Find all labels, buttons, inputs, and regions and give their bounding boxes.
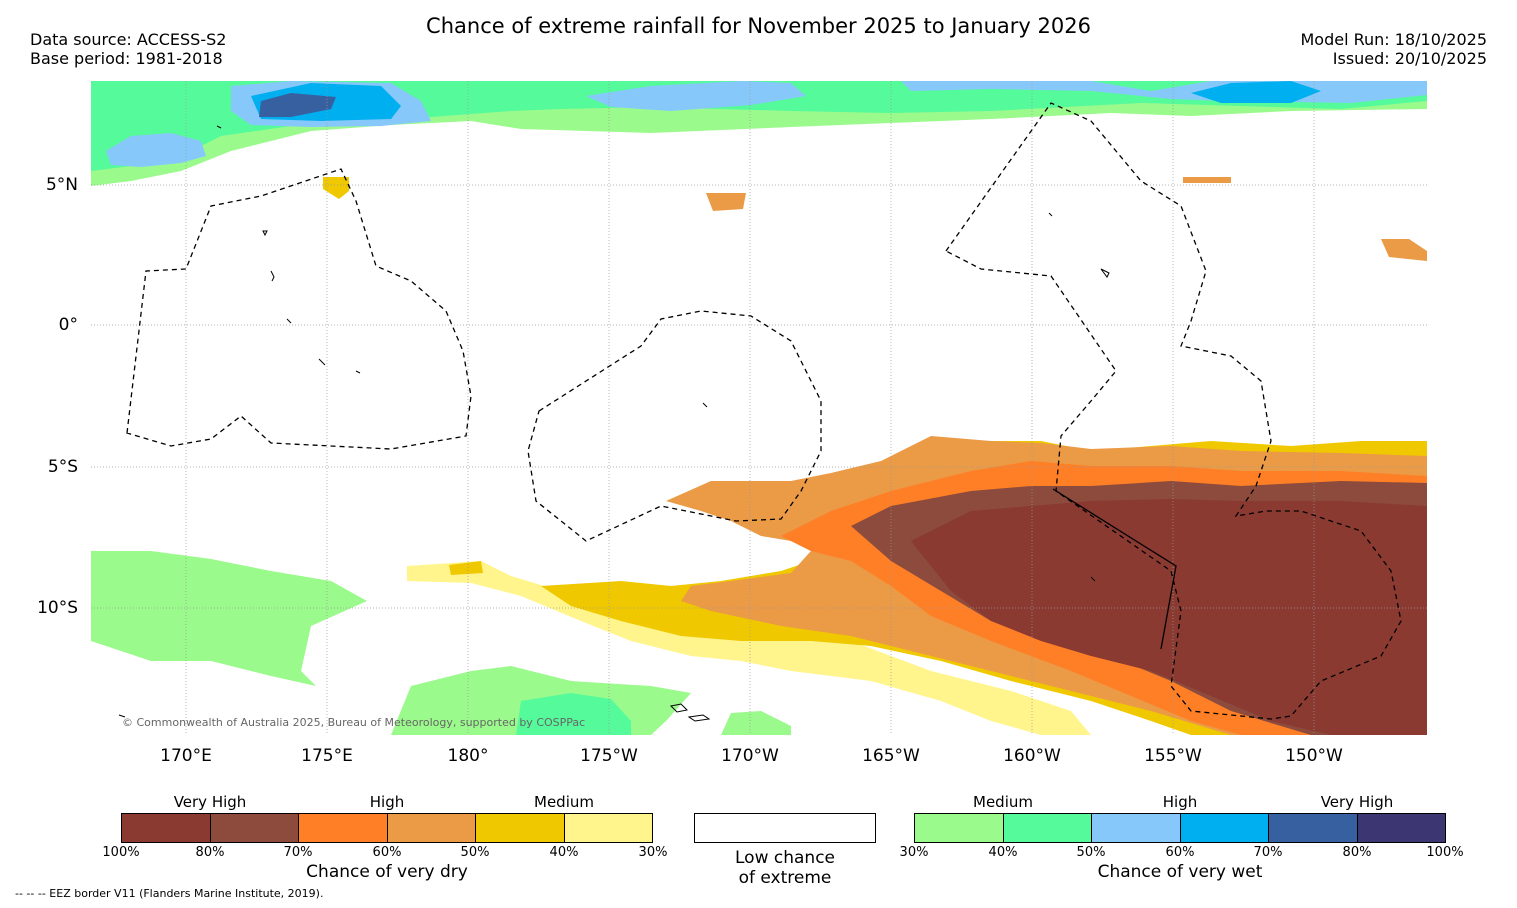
lon-label-175e: 175°E bbox=[301, 746, 353, 766]
solid-border bbox=[1052, 488, 1177, 650]
islands bbox=[118, 125, 1110, 722]
wet-swatch-70-80 bbox=[1269, 814, 1358, 842]
dry-tick-70: 70% bbox=[283, 845, 313, 860]
lat-label-10s: 10°S bbox=[37, 598, 78, 618]
lon-label-150w: 150°W bbox=[1285, 746, 1343, 766]
dry-category-high: High bbox=[369, 793, 405, 811]
wet-patch-north-4 bbox=[586, 81, 806, 111]
lon-label-155w: 155°W bbox=[1144, 746, 1202, 766]
map-credit: © Commonwealth of Australia 2025, Bureau… bbox=[122, 716, 586, 729]
eez-borders bbox=[126, 102, 1402, 720]
dry-swatch-100-80 bbox=[122, 814, 211, 842]
dry-patch-3 bbox=[1381, 239, 1427, 261]
low-chance-line2: of extreme bbox=[738, 868, 832, 888]
dry-patch-2 bbox=[323, 177, 349, 199]
dry-tick-40: 40% bbox=[549, 845, 579, 860]
dry-category-medium: Medium bbox=[534, 793, 594, 811]
issued-text: Issued: 20/10/2025 bbox=[1332, 49, 1487, 68]
low-chance-swatch bbox=[694, 813, 876, 843]
dry-tick-50: 50% bbox=[460, 845, 490, 860]
data-source-text: Data source: ACCESS-S2 bbox=[30, 30, 227, 49]
lon-label-170e: 170°E bbox=[160, 746, 212, 766]
dry-colorbar bbox=[121, 813, 653, 843]
eez-footnote: -- -- -- EEZ border V11 (Flanders Marine… bbox=[15, 887, 324, 900]
wet-swatch-80-100 bbox=[1357, 814, 1445, 842]
wet-band-north-mid bbox=[91, 81, 1427, 171]
low-chance-caption: Low chance of extreme bbox=[694, 848, 876, 888]
data-source-info: Data source: ACCESS-S2 Base period: 1981… bbox=[30, 30, 226, 68]
wet-category-very-high: Very High bbox=[1320, 793, 1394, 811]
dry-tick-30: 30% bbox=[638, 845, 668, 860]
dry-category-very-high: Very High bbox=[173, 793, 247, 811]
wet-legend-caption: Chance of very wet bbox=[1097, 862, 1263, 882]
wet-swatch-60-70 bbox=[1180, 814, 1269, 842]
dry-100-80 bbox=[911, 499, 1427, 735]
wet-tick-60: 60% bbox=[1165, 845, 1195, 860]
model-run-text: Model Run: 18/10/2025 bbox=[1300, 30, 1488, 49]
dry-swatch-60-50 bbox=[387, 814, 476, 842]
lon-label-175w: 175°W bbox=[580, 746, 638, 766]
wet-tick-30: 30% bbox=[899, 845, 929, 860]
wet-patch-north-6 bbox=[1191, 81, 1321, 103]
low-chance-line1: Low chance bbox=[735, 848, 835, 868]
model-run-info: Model Run: 18/10/2025 Issued: 20/10/2025 bbox=[1301, 30, 1488, 68]
lat-label-0: 0° bbox=[58, 315, 78, 335]
wet-tick-80: 80% bbox=[1342, 845, 1372, 860]
wet-colorbar bbox=[914, 813, 1446, 843]
wet-area-southwest bbox=[91, 551, 367, 686]
dry-patch-4 bbox=[1183, 177, 1231, 183]
lat-label-5n: 5°N bbox=[45, 175, 78, 195]
wet-area-south-east bbox=[721, 711, 791, 735]
dry-swatch-80-70 bbox=[210, 814, 299, 842]
base-period-text: Base period: 1981-2018 bbox=[30, 49, 223, 68]
wet-tick-100: 100% bbox=[1426, 845, 1464, 860]
lon-label-160w: 160°W bbox=[1003, 746, 1061, 766]
wet-tick-40: 40% bbox=[988, 845, 1018, 860]
dry-swatch-40-30 bbox=[564, 814, 652, 842]
wet-tick-70: 70% bbox=[1253, 845, 1283, 860]
rainfall-map bbox=[91, 81, 1427, 735]
map-title: Chance of extreme rainfall for November … bbox=[426, 14, 1091, 38]
gridlines bbox=[91, 81, 1427, 735]
wet-swatch-40-50 bbox=[1003, 814, 1092, 842]
wet-swatch-50-60 bbox=[1092, 814, 1181, 842]
lat-label-5s: 5°S bbox=[47, 457, 78, 477]
wet-area-south-mid bbox=[516, 693, 631, 735]
wet-patch-west bbox=[106, 133, 206, 167]
dry-swatch-50-40 bbox=[476, 814, 565, 842]
lon-label-165w: 165°W bbox=[862, 746, 920, 766]
dry-patch-5 bbox=[449, 561, 483, 575]
dry-legend-caption: Chance of very dry bbox=[306, 862, 468, 882]
lon-label-180: 180° bbox=[447, 746, 489, 766]
lon-label-170w: 170°W bbox=[721, 746, 779, 766]
wet-swatch-30-40 bbox=[915, 814, 1004, 842]
dry-tick-100: 100% bbox=[102, 845, 140, 860]
wet-category-high: High bbox=[1162, 793, 1198, 811]
wet-tick-50: 50% bbox=[1076, 845, 1106, 860]
dry-patch-1 bbox=[706, 193, 746, 211]
wet-category-medium: Medium bbox=[973, 793, 1033, 811]
dry-swatch-70-60 bbox=[299, 814, 388, 842]
dry-tick-60: 60% bbox=[372, 845, 402, 860]
wet-patch-north-3 bbox=[259, 93, 336, 117]
dry-tick-80: 80% bbox=[195, 845, 225, 860]
